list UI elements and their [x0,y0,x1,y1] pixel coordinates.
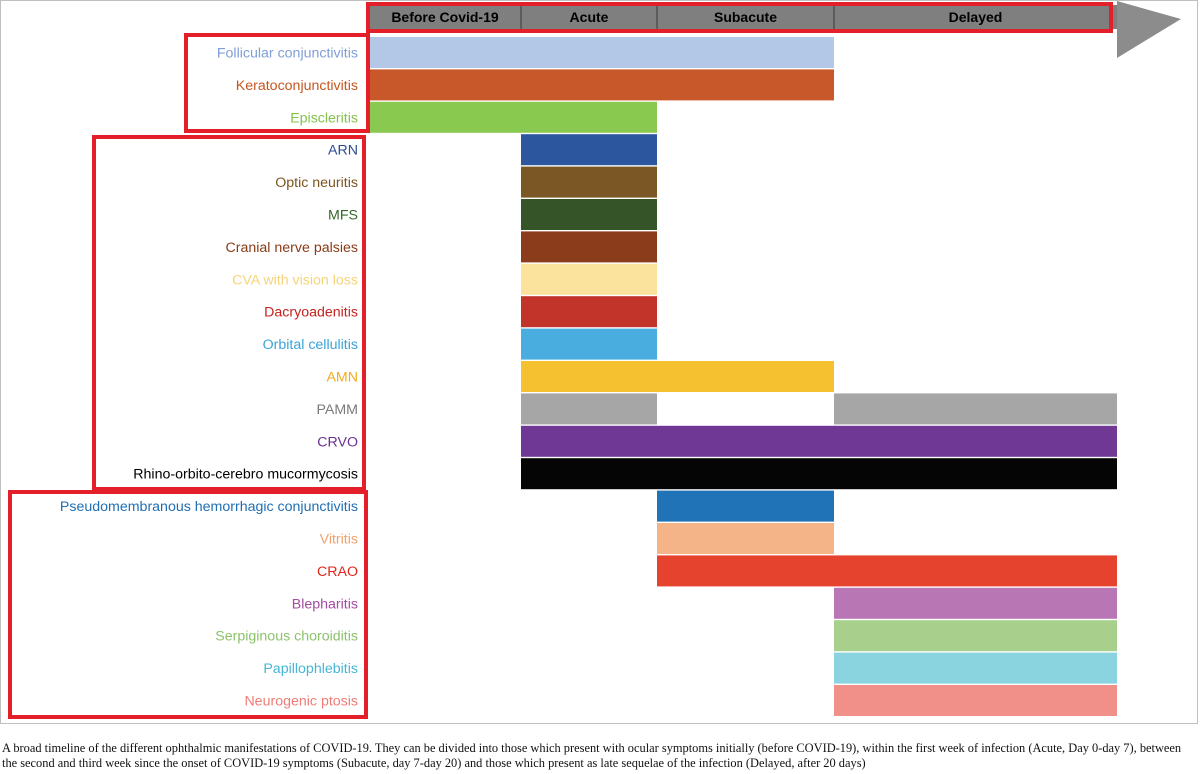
bar-blepharitis [834,587,1117,619]
row-label-vitritis: Vitritis [320,532,358,548]
group-box-2 [92,135,366,491]
bar-dacryoadenitis [521,296,657,328]
row-label-keratoconjunctivitis: Keratoconjunctivitis [236,78,358,94]
bar-crao [657,555,1117,587]
row-label-orbital-cellulitis: Orbital cellulitis [263,337,358,353]
bar-optic-neuritis [521,166,657,198]
row-label-neurogenic-ptosis: Neurogenic ptosis [244,694,358,710]
row-label-crvo: CRVO [317,434,358,450]
phase-header-highlight [366,2,1113,33]
row-label-follicular-conjunctivitis: Follicular conjunctivitis [217,46,358,62]
row-label-pamm: PAMM [316,402,358,418]
bar-pamm-2 [834,393,1117,425]
bar-rhino-orbito-cerebro-mucormycosis [521,458,1117,490]
row-label-serpiginous-choroiditis: Serpiginous choroiditis [215,629,358,645]
row-label-blepharitis: Blepharitis [292,596,358,612]
phase-label-delayed: Delayed [949,9,1003,25]
figure-frame: Before Covid-19 Acute Subacute Delayed Folli… [0,0,1198,724]
bar-follicular-conjunctivitis [369,37,834,68]
row-label-pseudomembranous-hemorrhagic-conjunctivitis: Pseudomembranous hemorrhagic conjunctivi… [60,499,358,515]
row-label-papillophlebitis: Papillophlebitis [263,661,358,677]
bar-episcleritis [369,101,657,133]
row-label-optic-neuritis: Optic neuritis [275,175,358,191]
phase-label-acute: Acute [570,9,609,25]
bar-crvo [521,425,1117,457]
bar-neurogenic-ptosis [834,685,1117,716]
timeline-chart: Before Covid-19 Acute Subacute Delayed Folli… [8,1,1181,719]
phase-label-before-covid-19: Before Covid-19 [391,9,499,25]
row-label-crao: CRAO [317,564,358,580]
group-box-3 [8,490,368,719]
row-label-arn: ARN [328,143,358,159]
bar-cranial-nerve-palsies [521,231,657,263]
row-label-episcleritis: Episcleritis [290,110,358,126]
timeline-arrowhead [1117,1,1181,58]
bar-orbital-cellulitis [521,328,657,360]
row-label-rhino-orbito-cerebro-mucormycosis: Rhino-orbito-cerebro mucormycosis [133,467,358,483]
figure-caption: A broad timeline of the different ophtha… [2,741,1182,770]
row-label-amn: AMN [326,370,358,386]
bar-pseudomembranous-hemorrhagic-conjunctivitis [657,490,834,522]
bar-mfs [521,199,657,230]
phase-header-bar [369,5,1117,29]
row-label-cva-with-vision-loss: CVA with vision loss [232,272,358,288]
row-label-mfs: MFS [328,208,358,224]
bar-cva-with-vision-loss [521,263,657,295]
bar-serpiginous-choroiditis [834,620,1117,652]
row-label-dacryoadenitis: Dacryoadenitis [264,305,358,321]
bar-papillophlebitis [834,652,1117,684]
phase-label-subacute: Subacute [714,9,777,25]
bar-amn [521,361,834,392]
row-label-cranial-nerve-palsies: Cranial nerve palsies [226,240,358,256]
bar-pamm-1 [521,393,657,425]
group-box-1 [184,33,370,133]
bar-arn [521,134,657,166]
bar-keratoconjunctivitis [369,69,834,101]
bar-vitritis [657,523,834,554]
